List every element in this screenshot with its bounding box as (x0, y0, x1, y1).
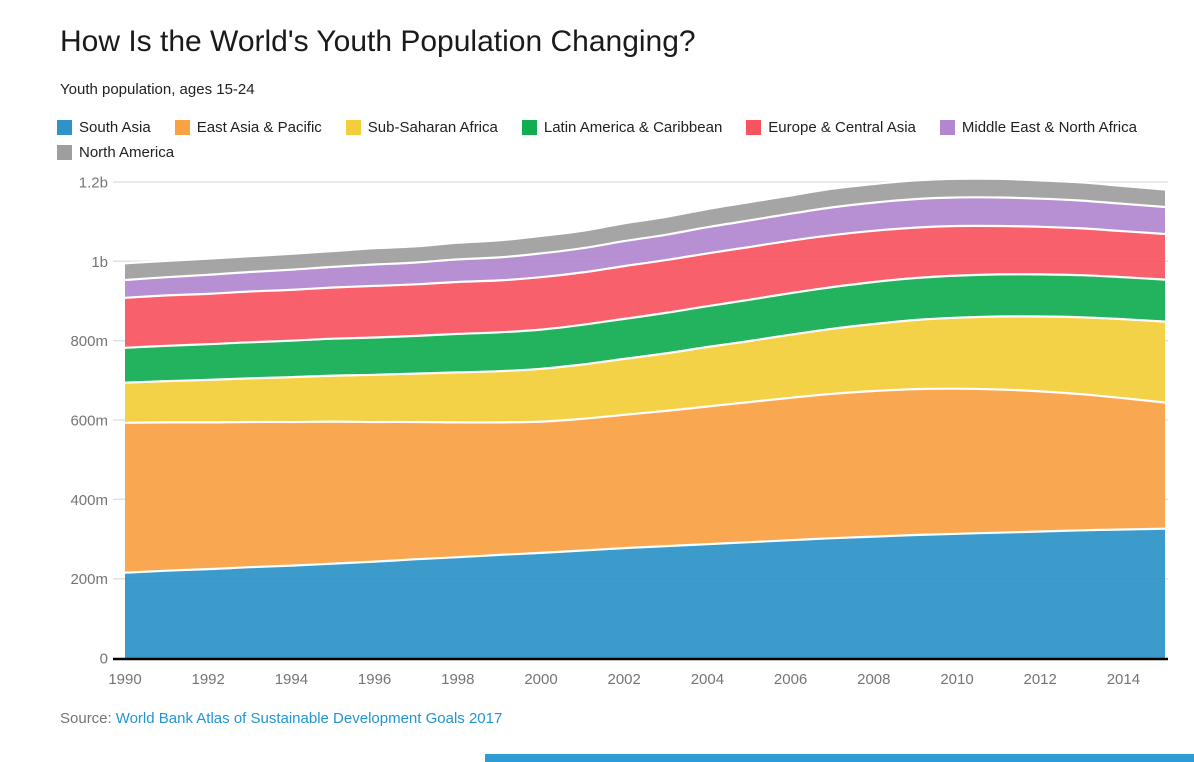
legend-item-east-asia-pacific[interactable]: East Asia & Pacific (174, 117, 322, 138)
legend-label: North America (79, 144, 175, 161)
legend-label: Europe & Central Asia (768, 119, 916, 136)
band-boundary-north-america (124, 177, 1166, 265)
area-europe-central-asia (125, 225, 1165, 348)
legend-item-north-america[interactable]: North America (57, 142, 174, 163)
legend-swatch (345, 120, 361, 135)
x-axis-label-1990: 1990 (108, 671, 141, 688)
y-axis-label-600m: 600m (70, 413, 108, 430)
legend-swatch (521, 120, 537, 135)
band-boundary-middle-east-north-africa (124, 196, 1166, 282)
area-sub-saharan-africa (125, 316, 1165, 423)
source-prefix: Source: (60, 710, 112, 727)
legend-label: East Asia & Pacific (196, 119, 322, 136)
area-east-asia-pacific (125, 388, 1165, 573)
source-link[interactable]: World Bank Atlas of Sustainable Developm… (115, 710, 503, 727)
area-latin-america-caribbean (125, 274, 1165, 383)
legend-label: Sub-Saharan Africa (367, 119, 498, 136)
legend-item-sub-saharan-africa[interactable]: Sub-Saharan Africa (345, 117, 498, 138)
band-boundary-east-asia-pacific (124, 387, 1166, 424)
y-axis-label-800m: 800m (70, 333, 108, 350)
x-axis-label-1992: 1992 (192, 671, 225, 688)
band-boundary-europe-central-asia (124, 224, 1166, 299)
x-axis-label-2008: 2008 (857, 671, 890, 688)
area-middle-east-north-africa (125, 197, 1165, 298)
y-axis-label-1.2b: 1.2b (79, 175, 108, 192)
x-axis-label-2006: 2006 (774, 671, 807, 688)
x-axis-label-2004: 2004 (691, 671, 724, 688)
legend-swatch (57, 145, 72, 160)
y-axis-label-200m: 200m (70, 571, 108, 588)
x-axis-label-1994: 1994 (275, 671, 308, 688)
legend-item-middle-east-north-africa[interactable]: Middle East & North Africa (939, 117, 1137, 138)
chart-subtitle: Youth population, ages 15-24 (60, 81, 255, 98)
x-axis-label-2014: 2014 (1107, 671, 1140, 688)
legend-label: Middle East & North Africa (961, 119, 1137, 136)
x-axis-label-1996: 1996 (358, 671, 391, 688)
chart-title: How Is the World's Youth Population Chan… (60, 25, 696, 58)
legend-item-europe-central-asia[interactable]: Europe & Central Asia (746, 117, 916, 138)
legend-label: South Asia (79, 119, 151, 136)
x-axis-label-2002: 2002 (608, 671, 641, 688)
area-north-america (125, 178, 1165, 280)
legend-swatch (939, 120, 955, 135)
band-boundary-latin-america-caribbean (124, 273, 1166, 349)
legend-item-latin-america-caribbean[interactable]: Latin America & Caribbean (521, 117, 723, 138)
x-axis-label-2010: 2010 (940, 671, 973, 688)
legend-swatch (174, 120, 190, 135)
band-boundary-south-asia (124, 527, 1166, 574)
legend-item-south-asia[interactable]: South Asia (57, 117, 151, 138)
y-axis-label-1b: 1b (91, 254, 108, 271)
y-axis-label-0: 0 (100, 651, 108, 668)
source-line: Source: World Bank Atlas of Sustainable D… (60, 710, 502, 727)
x-axis-label-2000: 2000 (524, 671, 557, 688)
legend-label: Latin America & Caribbean (543, 119, 723, 136)
legend-swatch (746, 120, 762, 135)
area-south-asia (125, 528, 1165, 658)
x-axis-label-1998: 1998 (441, 671, 474, 688)
band-boundary-sub-saharan-africa (124, 315, 1166, 384)
legend: South Asia East Asia & Pacific Sub-Saharan… (57, 117, 1177, 163)
y-axis-label-400m: 400m (70, 492, 108, 509)
bottom-partial-bar (485, 754, 1194, 762)
legend-swatch (57, 120, 72, 135)
x-axis-label-2012: 2012 (1024, 671, 1057, 688)
